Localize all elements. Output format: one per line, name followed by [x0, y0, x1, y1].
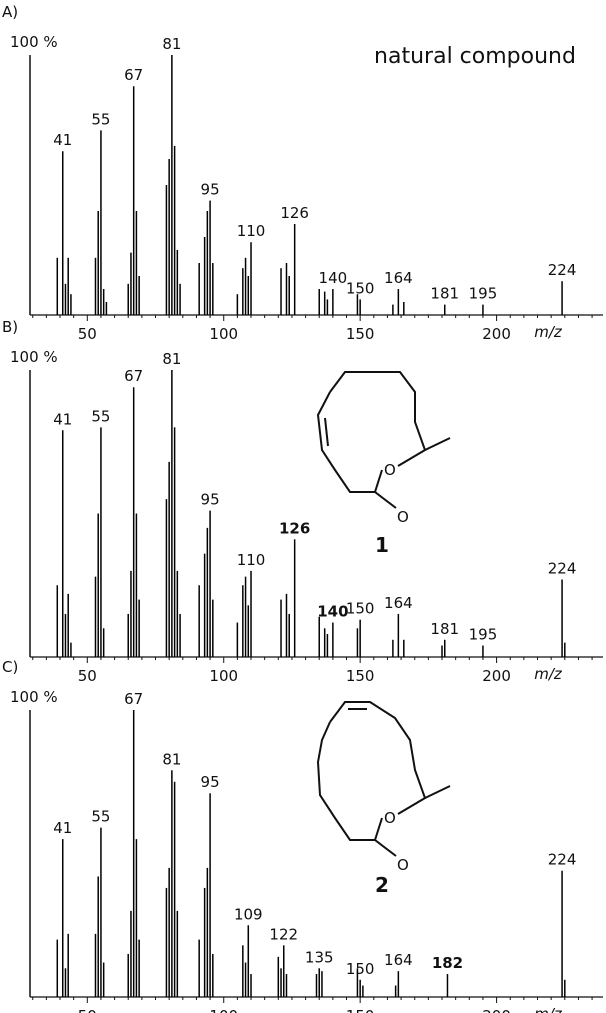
peak-label: 95	[201, 181, 220, 199]
x-axis-label: m/z	[534, 665, 563, 683]
peak-label: 41	[53, 410, 72, 428]
peak-label: 81	[162, 350, 181, 368]
compound-label: 1	[375, 533, 389, 557]
peak-label: 126	[280, 204, 309, 222]
peak-label: 182	[432, 954, 463, 972]
peak-label: 224	[548, 560, 577, 578]
x-tick-label: 150	[346, 1007, 375, 1013]
x-tick-label: 50	[78, 325, 97, 343]
atom-o: O	[384, 809, 396, 827]
molecule-1: O O	[316, 371, 451, 526]
peak-label: 122	[269, 925, 298, 943]
peak-label: 110	[237, 222, 266, 240]
peak-label: 164	[384, 269, 413, 287]
peak-label: 135	[305, 948, 334, 966]
x-tick-label: 150	[346, 325, 375, 343]
peak-label: 164	[384, 594, 413, 612]
peak-label: 140	[317, 603, 348, 621]
panel-label: A)	[2, 3, 18, 21]
atom-o: O	[397, 508, 409, 526]
y-axis-label: 100 %	[10, 348, 58, 366]
peak-label: 150	[346, 960, 375, 978]
x-tick-label: 200	[482, 667, 511, 685]
x-axis-label: m/z	[534, 323, 563, 341]
peak-label: 110	[237, 551, 266, 569]
x-tick-label: 100	[209, 325, 238, 343]
peak-label: 109	[234, 905, 263, 923]
atom-o: O	[397, 856, 409, 874]
y-axis-label: 100 %	[10, 33, 58, 51]
x-tick-label: 100	[209, 1007, 238, 1013]
molecule-2: O O	[316, 701, 451, 874]
peak-label: 181	[430, 620, 459, 638]
x-axis-label: m/z	[534, 1005, 563, 1013]
atom-o: O	[384, 461, 396, 479]
peak-label: 150	[346, 279, 375, 297]
peak-label: 55	[91, 110, 110, 128]
peak-label: 150	[346, 600, 375, 618]
peak-label: 55	[91, 407, 110, 425]
peak-label: 181	[430, 285, 459, 303]
compound-label: 2	[375, 873, 389, 897]
annotation: natural compound	[374, 44, 576, 69]
peak-label: 55	[91, 808, 110, 826]
peak-label: 95	[201, 773, 220, 791]
peak-label: 140	[319, 269, 348, 287]
panel-label: B)	[2, 318, 18, 336]
peak-label: 41	[53, 131, 72, 149]
x-tick-label: 50	[78, 1007, 97, 1013]
peak-label: 95	[201, 491, 220, 509]
peak-label: 41	[53, 819, 72, 837]
peak-label: 126	[279, 519, 310, 537]
x-tick-label: 150	[346, 667, 375, 685]
peak-label: 81	[162, 750, 181, 768]
panel-label: C)	[2, 658, 18, 676]
x-tick-label: 50	[78, 667, 97, 685]
peak-label: 195	[469, 626, 498, 644]
x-tick-label: 200	[482, 1007, 511, 1013]
peak-label: 164	[384, 951, 413, 969]
peak-label: 67	[124, 690, 143, 708]
peak-label: 224	[548, 851, 577, 869]
peak-label: 224	[548, 261, 577, 279]
x-tick-label: 100	[209, 667, 238, 685]
y-axis-label: 100 %	[10, 688, 58, 706]
peak-label: 195	[469, 285, 498, 303]
peak-label: 67	[124, 367, 143, 385]
peak-label: 67	[124, 66, 143, 84]
peak-label: 81	[162, 35, 181, 53]
x-tick-label: 200	[482, 325, 511, 343]
